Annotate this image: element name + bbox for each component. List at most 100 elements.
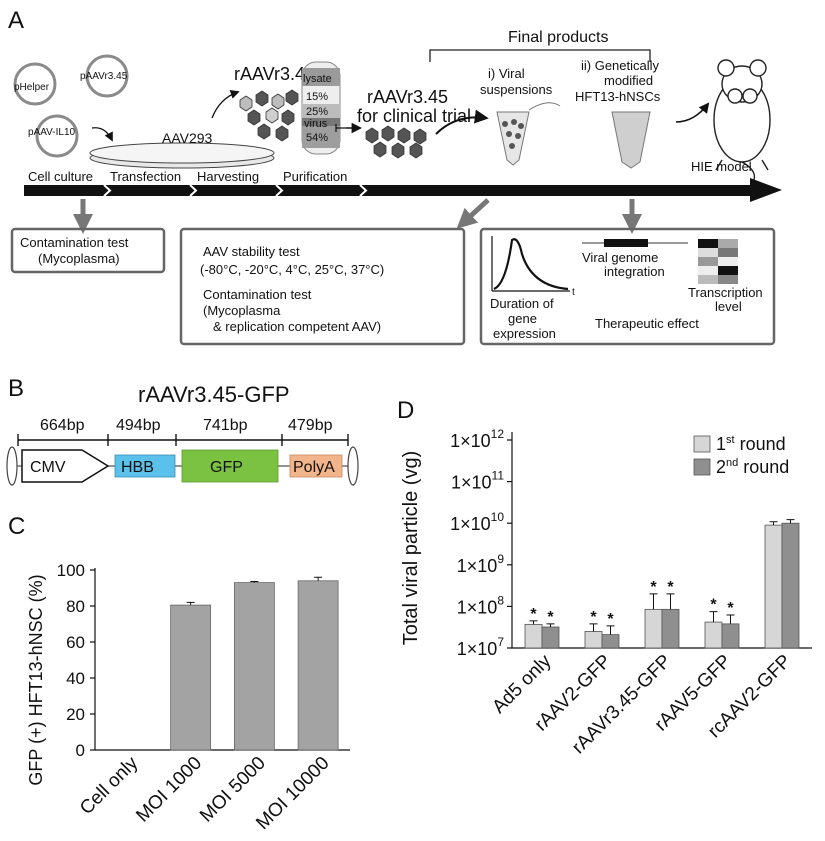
- polya-label: PolyA: [293, 459, 335, 476]
- plasmid-label-paavr345: pAAVr3.45: [80, 71, 128, 82]
- size-cmv: 664bp: [40, 417, 85, 434]
- d-legend-label: 2nd round: [716, 457, 789, 477]
- plasmid-paav-il10: pAAV-IL10: [28, 114, 79, 158]
- d-legend-rest: round: [738, 457, 789, 477]
- step-purification: Purification: [283, 169, 347, 184]
- plasmid-label-paav-il10: pAAV-IL10: [28, 127, 76, 138]
- panel-b: B rAAVr3.45-GFP 664bp 494bp 741bp 479bp …: [6, 375, 359, 486]
- d-bar: [524, 623, 543, 649]
- d-y-tick-exponent: 7: [497, 635, 504, 649]
- d-y-tick-label: 1×108: [457, 593, 505, 617]
- panel-c-y-axis-label: GFP (+) HFT13-hNSC (%): [26, 574, 46, 785]
- hbb-label: HBB: [121, 459, 154, 476]
- d-y-tick-exponent: 10: [491, 510, 505, 524]
- efficacy-box: [479, 227, 776, 346]
- qc-arrow-2: [456, 198, 490, 229]
- d-significance-star: *: [667, 579, 674, 596]
- curve-time-label: t: [572, 287, 575, 298]
- c-bar: [170, 604, 212, 751]
- genome-integration-icon: [582, 239, 688, 247]
- box3-duration3: expression: [493, 326, 556, 341]
- panel-b-letter: B: [8, 375, 24, 402]
- itr-left-icon: [6, 446, 18, 486]
- purified-virus-particles-icon: [365, 125, 427, 159]
- plasmid-ring-icon: [13, 62, 57, 106]
- d-bar: [781, 522, 800, 649]
- d-error-bar: [726, 614, 735, 624]
- d-error-bar: [769, 521, 778, 526]
- d-error-bar: [546, 623, 555, 627]
- box1-line1: Contamination test: [20, 235, 129, 250]
- box2-line4: (Mycoplasma: [203, 303, 281, 318]
- d-legend-sup: nd: [726, 457, 738, 469]
- plasmid-ring-icon: [35, 114, 79, 158]
- box3-transcription2: level: [715, 299, 742, 314]
- d-y-tick-label: 1×1010: [450, 510, 504, 534]
- construct-title: rAAVr3.45-GFP: [138, 382, 290, 407]
- tube-cap-icon: [528, 102, 561, 111]
- d-y-tick-label: 1×109: [457, 552, 505, 576]
- gradient-54: 54%: [306, 132, 328, 144]
- final-products-title: Final products: [508, 29, 609, 46]
- box3-duration1: Duration of: [490, 296, 554, 311]
- viral-susp-line1: i) Viral: [488, 66, 525, 81]
- plasmid-phelper: pHelper: [13, 62, 57, 106]
- culture-dish: [89, 142, 275, 169]
- stability-box: [179, 227, 466, 346]
- harvested-virus-particles-icon: [239, 89, 299, 142]
- d-y-tick-exponent: 8: [497, 593, 504, 607]
- box3-therapeutic: Therapeutic effect: [595, 316, 699, 331]
- step-transfection: Transfection: [110, 169, 181, 184]
- d-significance-star: *: [530, 606, 537, 623]
- c-bar: [297, 580, 339, 751]
- d-significance-star: *: [547, 609, 554, 626]
- contamination-box: [10, 227, 166, 274]
- polya-element: [289, 454, 343, 478]
- mouse-hie-model-icon: [713, 59, 771, 185]
- hie-model-label: HIE model: [691, 159, 752, 174]
- d-y-tick-label: 1×1011: [451, 469, 504, 493]
- d-bar: [764, 524, 783, 649]
- d-error-bar: [709, 611, 718, 623]
- step-cell-culture: Cell culture: [28, 169, 93, 184]
- d-legend-swatch: [693, 458, 711, 476]
- d-y-tick-exponent: 11: [492, 469, 505, 483]
- d-significance-star: *: [607, 611, 614, 628]
- clinical-label-line2: for clinical trial: [357, 106, 471, 126]
- d-legend-sup: st: [726, 434, 735, 446]
- c-y-tick-label: 100: [57, 561, 85, 580]
- cell-line-label: AAV293: [162, 130, 213, 146]
- panel-c-letter: C: [8, 513, 25, 540]
- modified-cells-tube-icon: [611, 111, 651, 169]
- panel-a-letter: A: [8, 7, 24, 34]
- panel-d-letter: D: [397, 397, 414, 424]
- gradient-virus: virus: [304, 118, 328, 130]
- box2-line2: (-80°C, -20°C, 4°C, 25°C, 37°C): [200, 262, 384, 277]
- size-polya: 479bp: [288, 417, 333, 434]
- viral-susp-line2: suspensions: [480, 82, 553, 97]
- d-y-tick-label: 1×107: [457, 635, 505, 659]
- c-error-bar: [250, 581, 259, 583]
- box3-transcription1: Transcription: [688, 285, 763, 300]
- d-significance-star: *: [650, 579, 657, 596]
- box2-line1: AAV stability test: [203, 244, 300, 259]
- c-y-tick-label: 80: [66, 597, 85, 616]
- plasmid-ring-icon: [85, 54, 129, 98]
- clinical-label-line1: rAAVr3.45: [367, 87, 448, 107]
- c-error-bar: [314, 576, 323, 581]
- d-legend-rest: round: [735, 434, 786, 454]
- d-legend-swatch: [693, 435, 711, 453]
- d-significance-star: *: [590, 609, 597, 626]
- d-error-bar: [649, 593, 658, 610]
- box3-duration2: gene: [508, 311, 537, 326]
- d-bar: [584, 631, 603, 649]
- step-harvesting: Harvesting: [197, 169, 259, 184]
- dish-to-virus-arrow: [211, 89, 240, 119]
- box3-integration1: Viral genome: [582, 250, 658, 265]
- panel-d-y-axis-label: Total viral particle (vg): [400, 451, 422, 646]
- gradient-25: 25%: [306, 106, 328, 118]
- d-bar: [721, 623, 740, 649]
- d-significance-star: *: [710, 597, 717, 614]
- hbb-element: [114, 454, 176, 478]
- d-bar: [644, 608, 663, 649]
